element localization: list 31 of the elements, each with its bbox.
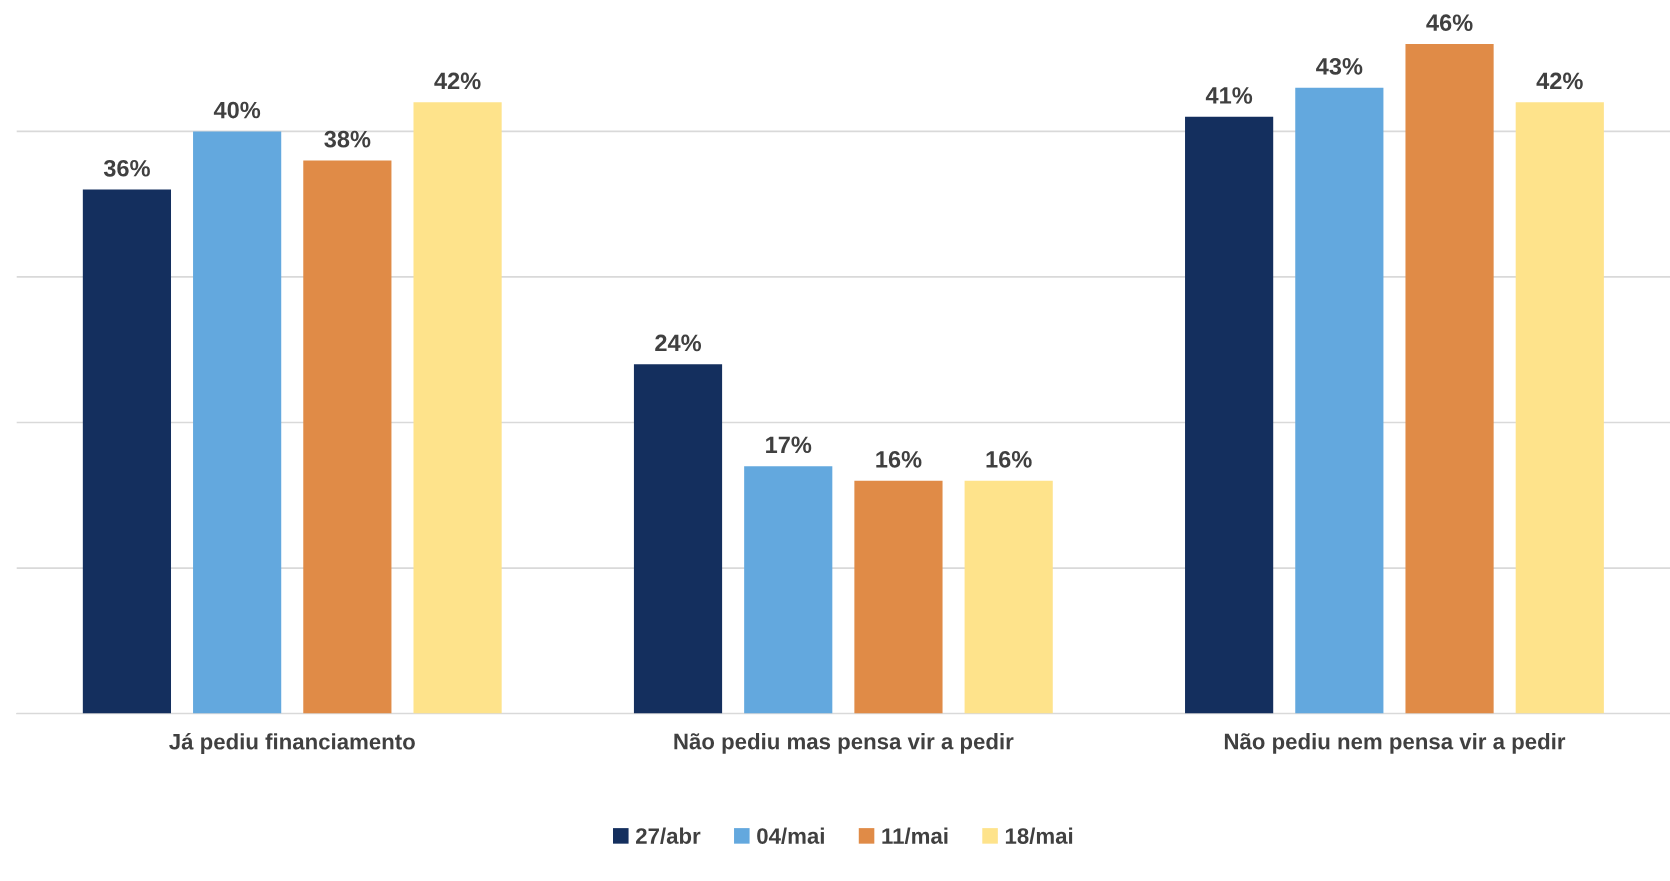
legend-label: 04/mai xyxy=(757,827,824,845)
data-label: 36% xyxy=(103,159,150,177)
data-label: 41% xyxy=(1205,87,1253,104)
data-label: 16% xyxy=(876,451,922,468)
bar xyxy=(744,466,833,714)
data-label: 40% xyxy=(213,101,261,119)
bar xyxy=(193,131,282,714)
legend-label: 11/mai xyxy=(882,827,948,845)
bar xyxy=(303,160,392,714)
bar xyxy=(82,189,172,714)
data-label: 17% xyxy=(766,436,812,454)
bar xyxy=(1405,44,1494,714)
bar xyxy=(1515,102,1604,714)
data-label: 42% xyxy=(1536,72,1583,90)
x-tick-label: Não pediu nem pensa vir a pedir xyxy=(1224,733,1566,754)
data-label: 42% xyxy=(434,72,481,90)
data-label: 46% xyxy=(1426,14,1473,32)
data-label: 43% xyxy=(1316,58,1363,75)
data-label: 24% xyxy=(655,334,702,352)
x-tick-label: Já pediu financiamento xyxy=(169,733,415,754)
legend-label: 18/mai xyxy=(1005,827,1073,845)
bar xyxy=(633,364,723,714)
bar xyxy=(1185,116,1274,714)
data-label: 38% xyxy=(324,130,371,148)
bar xyxy=(1295,87,1384,714)
bar xyxy=(964,480,1053,714)
bar xyxy=(854,480,943,714)
x-tick-label: Não pediu mas pensa vir a pedir xyxy=(674,733,1014,754)
legend-label: 27/abr xyxy=(636,827,701,845)
data-label: 16% xyxy=(986,451,1032,468)
bar xyxy=(413,102,502,714)
